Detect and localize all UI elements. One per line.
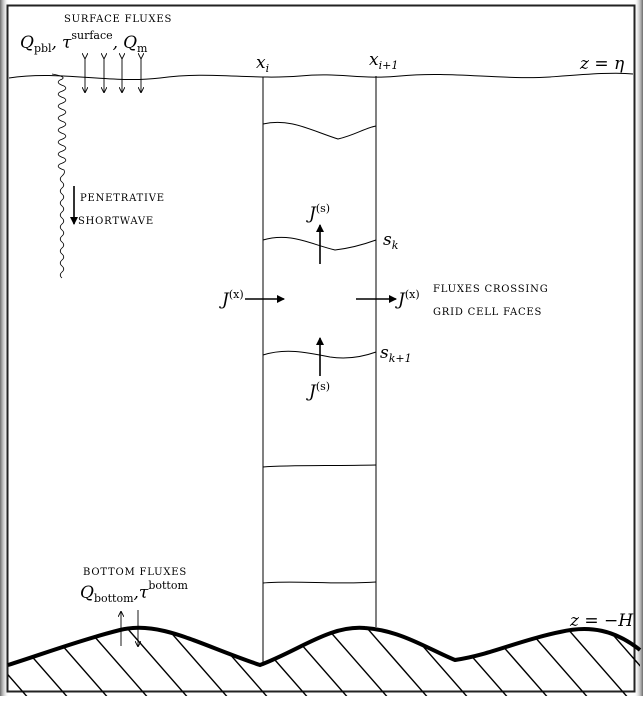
penetrative-label: PENETRATIVE (80, 193, 165, 204)
hatch-line (559, 627, 631, 696)
sk1-label: sk+1 (380, 343, 412, 365)
js-label-upper: J(s) (306, 202, 330, 224)
surface-fluxes-title: SURFACE FLUXES (64, 14, 172, 25)
frame-shade-right (634, 0, 643, 696)
fluxes-crossing-label: FLUXES CROSSING (433, 284, 549, 295)
frame-border (6, 4, 636, 693)
surface-flux-arrows (85, 58, 141, 92)
seafloor-line (7, 625, 642, 668)
frame-shade-left (0, 0, 9, 696)
hatch-line (119, 627, 191, 696)
xi1-label: xi+1 (369, 50, 398, 72)
bottom-fluxes-title: BOTTOM FLUXES (83, 567, 187, 578)
hatch-line (8, 627, 31, 696)
jx-label-left: J(x) (219, 288, 244, 310)
shortwave-wiggle (51, 73, 67, 279)
minus-h-label: z = −H (569, 611, 634, 631)
hatch-line (359, 627, 431, 696)
sea-surface-line (8, 72, 634, 81)
bottom-flux-symbols: Qbottom,τbottom (80, 579, 188, 605)
hatch-line (479, 627, 551, 696)
grid-cell-faces-label: GRID CELL FACES (433, 307, 542, 318)
shortwave-label: SHORTWAVE (78, 216, 154, 227)
jx-label-right: J(x) (395, 288, 420, 310)
surface-flux-symbols: Qpbl, τsurface, Qm (20, 29, 148, 55)
level-curves (262, 121, 377, 584)
seafloor-hatching (8, 627, 640, 696)
eta-label: z = η (579, 54, 625, 74)
sk-label: sk (383, 230, 399, 252)
js-label-lower: J(s) (306, 380, 330, 402)
xi-label: xi (256, 53, 269, 75)
hatch-line (39, 627, 111, 696)
